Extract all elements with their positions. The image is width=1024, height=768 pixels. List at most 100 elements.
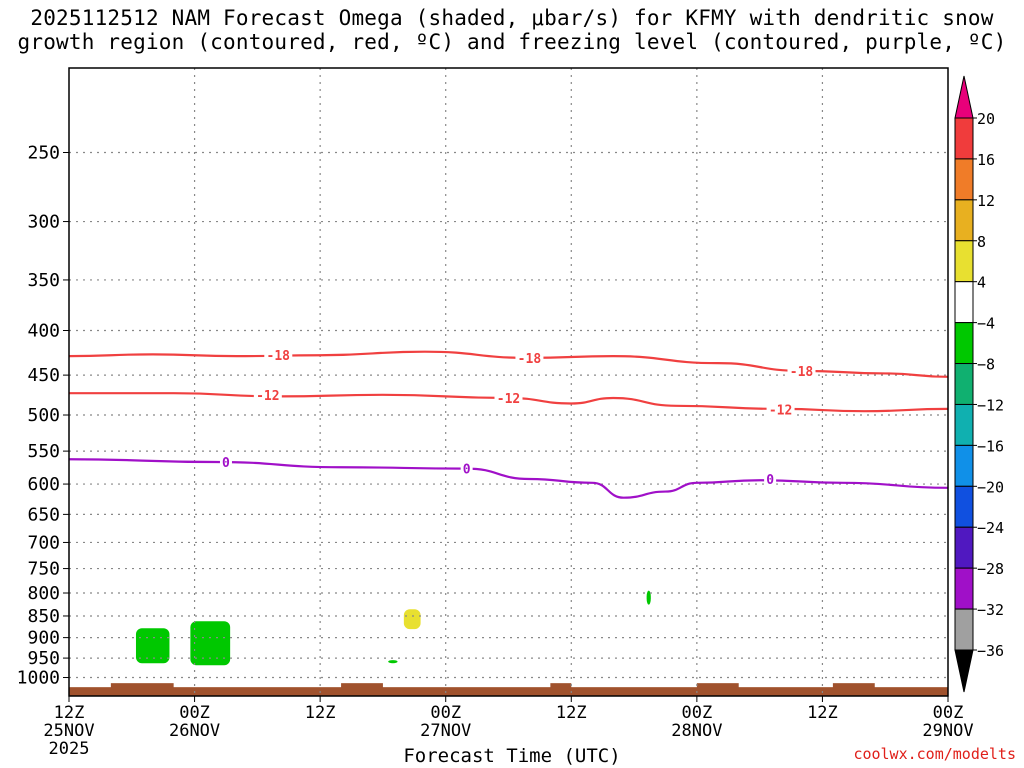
chart-title: 2025112512 NAM Forecast Omega (shaded, μ… (0, 6, 1024, 54)
y-tick-label-300: 300 (27, 212, 60, 233)
colorbar-label-20: 20 (977, 110, 995, 128)
y-tick-label-800: 800 (27, 583, 60, 604)
x-tick-hour-0: 12Z (54, 703, 85, 723)
colorbar-label-16: 16 (977, 151, 995, 169)
y-tick-label-950: 950 (27, 648, 60, 669)
contour-label--12: -12 (497, 392, 520, 407)
x-year-label: 2025 (49, 739, 90, 759)
colorbar-label--32: −32 (977, 601, 1004, 619)
y-tick-label-400: 400 (27, 321, 60, 342)
colorbar-top-arrow (954, 75, 974, 119)
y-tick-label-450: 450 (27, 365, 60, 386)
omega-region-2 (403, 609, 421, 630)
colorbar-bin-1 (954, 158, 974, 201)
contour-label-bg (787, 362, 816, 379)
colorbar-bin-8 (954, 444, 974, 487)
colorbar-bin-3 (954, 240, 974, 283)
contour-label-bg (219, 453, 232, 470)
title-line-1: 2025112512 NAM Forecast Omega (shaded, μ… (30, 6, 994, 30)
y-axis: 2503003504004505005506006507007508008509… (17, 143, 69, 689)
ground-fill (69, 687, 948, 696)
colorbar-label--28: −28 (977, 560, 1004, 578)
omega-region-3 (388, 660, 398, 664)
colorbar-bottom-arrow (954, 649, 974, 693)
title-line-2: growth region (contoured, red, ºC) and f… (17, 30, 1007, 54)
y-tick-label-550: 550 (27, 441, 60, 462)
x-tick-hour-72: 12Z (807, 703, 838, 723)
colorbar-bin-5 (954, 322, 974, 365)
x-tick-hour-36: 00Z (430, 703, 461, 723)
contour-label--12: -12 (256, 389, 279, 404)
x-tick-date-60: 28NOV (671, 721, 722, 741)
ground-bump-4 (832, 683, 875, 690)
contour-label-bg (460, 460, 473, 477)
contour-label-bg (766, 401, 795, 418)
x-tick-hour-84: 00Z (933, 703, 964, 723)
y-tick-label-600: 600 (27, 474, 60, 495)
x-tick-date-0: 25NOV (43, 721, 94, 741)
contour-label-bg (515, 349, 544, 366)
x-axis-title: Forecast Time (UTC) (403, 745, 621, 767)
colorbar-bin-9 (954, 485, 974, 528)
colorbar-bin-2 (954, 199, 974, 242)
omega-region-4 (646, 590, 651, 605)
contour-label--18: -18 (518, 352, 542, 367)
colorbar-label-4: 4 (977, 274, 986, 292)
x-tick-hour-12: 00Z (179, 703, 210, 723)
grid (69, 68, 948, 696)
ground-bump-3 (696, 683, 739, 690)
colorbar-label--4: −4 (977, 315, 995, 333)
contour-label--12: -12 (769, 404, 792, 419)
x-tick-date-84: 29NOV (922, 721, 973, 741)
colorbar-bin-6 (954, 363, 974, 405)
colorbar-label-8: 8 (977, 233, 986, 251)
colorbar-label-12: 12 (977, 192, 995, 210)
y-tick-label-500: 500 (27, 405, 60, 426)
colorbar-label--36: −36 (977, 642, 1004, 660)
x-tick-hour-48: 12Z (556, 703, 587, 723)
y-tick-label-900: 900 (27, 628, 60, 649)
contour-label--18: -18 (790, 365, 814, 380)
colorbar: 20 16 12 8 4 −4 −8 −12 −16 −20 −24 −28 −32 −36 (954, 75, 1004, 693)
contour-label-bg (253, 386, 282, 403)
credit-link[interactable]: coolwx.com/modelts (853, 745, 1016, 763)
contour-label-0: 0 (222, 456, 230, 471)
x-tick-date-12: 26NOV (169, 721, 220, 741)
omega-region-0 (135, 628, 170, 664)
contour-label-bg (494, 389, 523, 406)
contour-label--18: -18 (267, 349, 291, 364)
y-tick-label-850: 850 (27, 606, 60, 627)
y-tick-label-700: 700 (27, 532, 60, 553)
plot-frame (68, 67, 949, 697)
colorbar-bin-4 (954, 281, 974, 324)
contour-label-bg (264, 347, 293, 364)
contour-line--12 (68, 392, 949, 413)
y-tick-label-350: 350 (27, 270, 60, 291)
contours: -18 -18 -18 -12 -12 -12 0 0 0 (68, 347, 949, 499)
ground-bump-2 (550, 683, 572, 690)
colorbar-label--12: −12 (977, 396, 1004, 414)
omega-shading (135, 590, 651, 666)
contour-line--18 (68, 350, 949, 378)
colorbar-label--8: −8 (977, 356, 995, 374)
colorbar-label--20: −20 (977, 478, 1004, 496)
colorbar-bin-10 (954, 526, 974, 569)
colorbar-bin-7 (954, 403, 974, 446)
contour-label-0: 0 (766, 473, 774, 488)
x-tick-hour-24: 12Z (305, 703, 336, 723)
colorbar-bin-11 (954, 567, 974, 610)
contour-label-bg (764, 470, 777, 487)
ground-bump-0 (110, 683, 174, 690)
ground-bump-1 (341, 683, 383, 690)
y-tick-label-1000: 1000 (17, 668, 60, 689)
terrain (69, 683, 948, 696)
contour-line-0 (68, 458, 949, 499)
x-tick-hour-60: 00Z (681, 703, 712, 723)
colorbar-label--24: −24 (977, 519, 1004, 537)
colorbar-label--16: −16 (977, 437, 1004, 455)
omega-region-1 (190, 621, 231, 666)
colorbar-bin-12 (954, 608, 974, 651)
x-tick-date-36: 27NOV (420, 721, 471, 741)
